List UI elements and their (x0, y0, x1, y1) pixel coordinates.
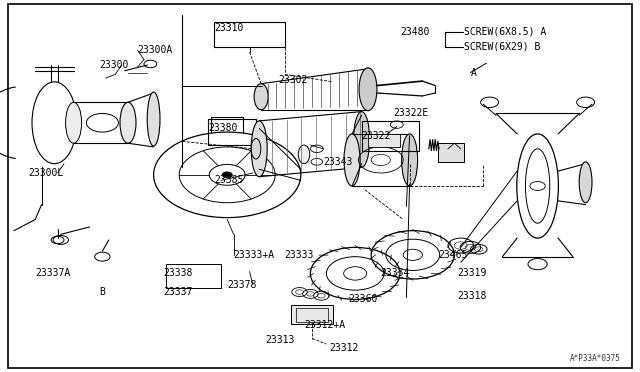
Ellipse shape (353, 112, 370, 167)
Text: 23312+A: 23312+A (304, 321, 345, 330)
Bar (362, 121, 419, 151)
Text: 23313: 23313 (266, 336, 295, 345)
Text: 23312: 23312 (330, 343, 359, 353)
Text: A*P33A*0375: A*P33A*0375 (570, 354, 621, 363)
Text: 23380: 23380 (208, 124, 237, 133)
Text: 23465: 23465 (438, 250, 468, 260)
Ellipse shape (251, 139, 261, 159)
Ellipse shape (252, 121, 268, 177)
Bar (368, 134, 400, 147)
Bar (214, 22, 285, 46)
Text: 23360: 23360 (349, 295, 378, 304)
Bar (438, 143, 464, 162)
Text: 23300L: 23300L (29, 168, 64, 178)
Bar (291, 305, 333, 324)
Text: 23318: 23318 (458, 291, 487, 301)
Text: 23385: 23385 (214, 176, 244, 185)
Ellipse shape (147, 92, 160, 146)
Bar (166, 264, 221, 288)
Text: 23378: 23378 (227, 280, 257, 289)
Text: 23310: 23310 (214, 23, 244, 33)
Ellipse shape (579, 162, 592, 203)
Text: SCREW(6X29) B: SCREW(6X29) B (464, 42, 540, 51)
Text: B: B (99, 287, 105, 297)
Text: 23300: 23300 (99, 60, 129, 70)
Text: 23322E: 23322E (394, 109, 429, 118)
Text: 23480: 23480 (400, 27, 429, 36)
Ellipse shape (402, 134, 418, 186)
Text: 23338: 23338 (163, 269, 193, 278)
Text: 23337A: 23337A (35, 269, 70, 278)
Ellipse shape (298, 145, 310, 164)
Bar (296, 308, 328, 322)
Text: 23302: 23302 (278, 75, 308, 85)
Text: 23319: 23319 (458, 269, 487, 278)
Text: 23322: 23322 (362, 131, 391, 141)
Ellipse shape (359, 68, 377, 110)
Ellipse shape (254, 84, 268, 110)
Text: 23337: 23337 (163, 287, 193, 297)
Text: 23354: 23354 (381, 269, 410, 278)
Text: SCREW(6X8.5) A: SCREW(6X8.5) A (464, 27, 547, 36)
Circle shape (222, 172, 232, 178)
Ellipse shape (120, 102, 136, 143)
Text: 23333: 23333 (285, 250, 314, 260)
Text: A: A (470, 68, 476, 77)
Text: 23333+A: 23333+A (234, 250, 275, 260)
Ellipse shape (344, 134, 360, 186)
Ellipse shape (66, 102, 82, 143)
Bar (208, 119, 256, 145)
Text: 23343: 23343 (323, 157, 353, 167)
Text: 23300A: 23300A (138, 45, 173, 55)
